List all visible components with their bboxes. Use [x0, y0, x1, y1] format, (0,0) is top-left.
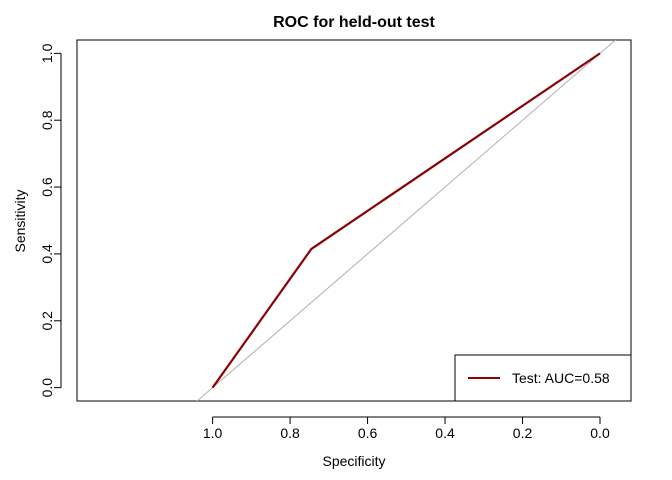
x-tick-label: 0.6 [358, 425, 378, 441]
y-tick-label: 0.6 [39, 177, 55, 197]
roc-curve [211, 52, 601, 389]
y-tick-label: 1.0 [39, 43, 55, 63]
y-axis-label: Sensitivity [12, 189, 28, 252]
chart-title: ROC for held-out test [273, 14, 435, 31]
x-tick-label: 0.0 [590, 425, 610, 441]
y-tick-label: 0.2 [39, 311, 55, 331]
reference-diagonal [196, 40, 617, 401]
legend-series-label: Test: AUC=0.58 [512, 370, 610, 386]
legend: Test: AUC=0.58 [454, 354, 632, 402]
y-tick-label: 0.4 [39, 244, 55, 264]
x-tick-label: 1.0 [203, 425, 223, 441]
x-tick-label: 0.4 [435, 425, 455, 441]
x-axis-label: Specificity [322, 453, 385, 469]
plot-border [76, 39, 632, 402]
x-tick-label: 0.2 [513, 425, 533, 441]
axes: 1.0 0.8 0.6 0.4 0.2 0.0 0.0 0.2 0.4 0.6 0.8 1.0 [39, 39, 632, 441]
y-tick-label: 0.8 [39, 110, 55, 130]
y-tick-label: 0.0 [39, 378, 55, 398]
x-tick-label: 0.8 [280, 425, 300, 441]
plot-area [196, 40, 617, 401]
